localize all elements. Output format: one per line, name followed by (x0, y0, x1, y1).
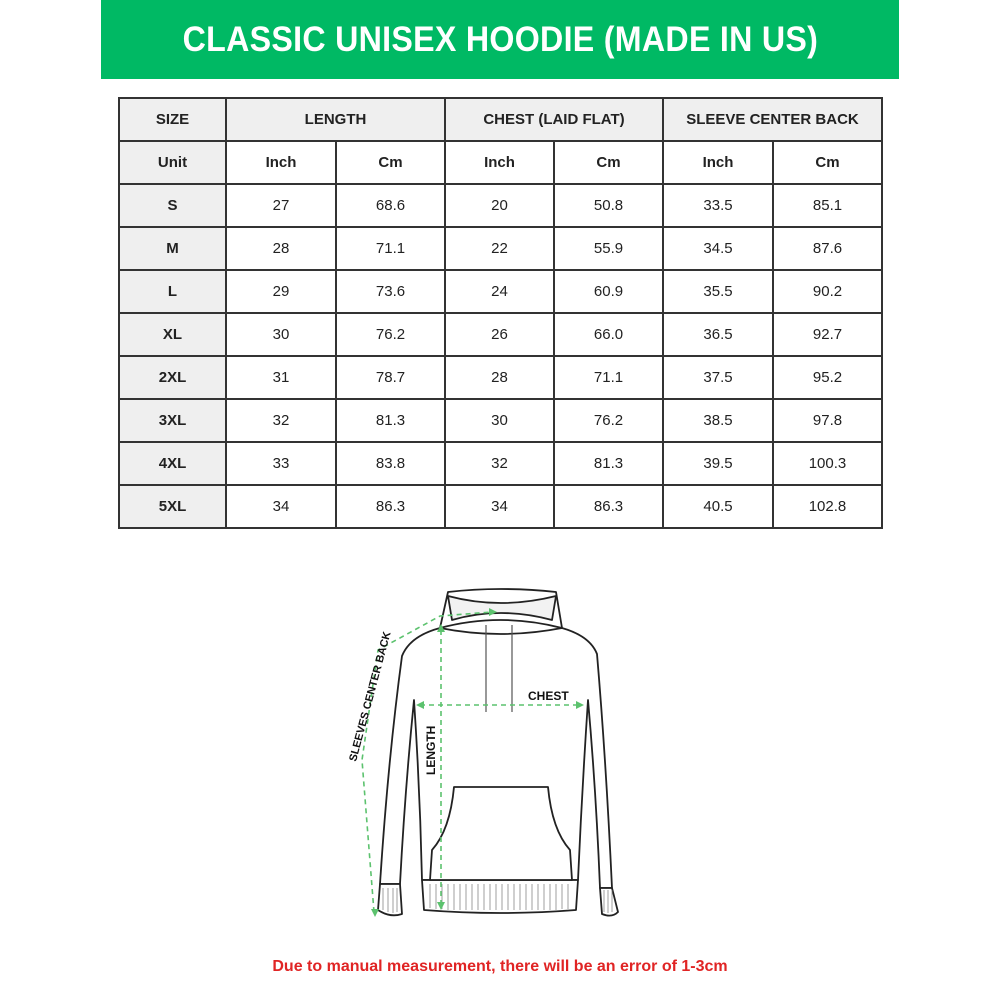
value-cell: 87.6 (772, 226, 883, 271)
title-banner: CLASSIC UNISEX HOODIE (MADE IN US) (101, 0, 899, 79)
length-label: LENGTH (424, 726, 438, 775)
value-cell: 26 (444, 312, 555, 357)
value-cell: 31 (225, 355, 337, 400)
unit-cell: Inch (662, 140, 774, 185)
value-cell: 86.3 (553, 484, 664, 529)
value-cell: 97.8 (772, 398, 883, 443)
value-cell: 95.2 (772, 355, 883, 400)
value-cell: 34.5 (662, 226, 774, 271)
arrowheads (371, 608, 584, 917)
size-row: L 29 73.6 24 60.9 35.5 90.2 (118, 269, 883, 314)
value-cell: 30 (225, 312, 337, 357)
value-cell: 83.8 (335, 441, 446, 486)
hoodie-outline (377, 588, 619, 917)
unit-cell: Cm (772, 140, 883, 185)
header-chest: CHEST (LAID FLAT) (444, 97, 664, 142)
size-row: S 27 68.6 20 50.8 33.5 85.1 (118, 183, 883, 228)
value-cell: 38.5 (662, 398, 774, 443)
value-cell: 71.1 (553, 355, 664, 400)
size-cell: 2XL (118, 355, 227, 400)
value-cell: 30 (444, 398, 555, 443)
size-row: 4XL 33 83.8 32 81.3 39.5 100.3 (118, 441, 883, 486)
unit-row: Unit Inch Cm Inch Cm Inch Cm (118, 140, 883, 185)
size-cell: 3XL (118, 398, 227, 443)
value-cell: 55.9 (553, 226, 664, 271)
value-cell: 78.7 (335, 355, 446, 400)
value-cell: 71.1 (335, 226, 446, 271)
size-cell: XL (118, 312, 227, 357)
value-cell: 32 (225, 398, 337, 443)
size-row: 2XL 31 78.7 28 71.1 37.5 95.2 (118, 355, 883, 400)
value-cell: 39.5 (662, 441, 774, 486)
value-cell: 81.3 (335, 398, 446, 443)
value-cell: 37.5 (662, 355, 774, 400)
size-cell: S (118, 183, 227, 228)
value-cell: 20 (444, 183, 555, 228)
value-cell: 60.9 (553, 269, 664, 314)
value-cell: 76.2 (553, 398, 664, 443)
drawstrings (485, 625, 513, 712)
group-header-row: SIZE LENGTH CHEST (LAID FLAT) SLEEVE CEN… (118, 97, 883, 142)
value-cell: 68.6 (335, 183, 446, 228)
unit-cell: Cm (553, 140, 664, 185)
unit-label: Unit (118, 140, 227, 185)
value-cell: 86.3 (335, 484, 446, 529)
rib-texture (382, 884, 613, 913)
value-cell: 24 (444, 269, 555, 314)
value-cell: 90.2 (772, 269, 883, 314)
unit-cell: Cm (335, 140, 446, 185)
value-cell: 66.0 (553, 312, 664, 357)
value-cell: 27 (225, 183, 337, 228)
value-cell: 36.5 (662, 312, 774, 357)
value-cell: 34 (444, 484, 555, 529)
header-length: LENGTH (225, 97, 446, 142)
value-cell: 76.2 (335, 312, 446, 357)
value-cell: 33.5 (662, 183, 774, 228)
sleeve-label: SLEEVES CENTER BACK (347, 630, 393, 762)
size-row: M 28 71.1 22 55.9 34.5 87.6 (118, 226, 883, 271)
size-row: XL 30 76.2 26 66.0 36.5 92.7 (118, 312, 883, 357)
value-cell: 29 (225, 269, 337, 314)
value-cell: 33 (225, 441, 337, 486)
value-cell: 34 (225, 484, 337, 529)
value-cell: 35.5 (662, 269, 774, 314)
value-cell: 92.7 (772, 312, 883, 357)
size-cell: L (118, 269, 227, 314)
header-size: SIZE (118, 97, 227, 142)
size-cell: 4XL (118, 441, 227, 486)
value-cell: 28 (444, 355, 555, 400)
measure-lines (361, 611, 580, 913)
unit-cell: Inch (225, 140, 337, 185)
header-sleeve: SLEEVE CENTER BACK (662, 97, 883, 142)
page-title: CLASSIC UNISEX HOODIE (MADE IN US) (182, 19, 818, 59)
value-cell: 81.3 (553, 441, 664, 486)
value-cell: 73.6 (335, 269, 446, 314)
value-cell: 28 (225, 226, 337, 271)
value-cell: 50.8 (553, 183, 664, 228)
value-cell: 40.5 (662, 484, 774, 529)
value-cell: 32 (444, 441, 555, 486)
size-table: SIZE LENGTH CHEST (LAID FLAT) SLEEVE CEN… (118, 97, 883, 529)
value-cell: 22 (444, 226, 555, 271)
unit-cell: Inch (444, 140, 555, 185)
size-cell: M (118, 226, 227, 271)
size-cell: 5XL (118, 484, 227, 529)
chest-label: CHEST (528, 689, 569, 703)
value-cell: 85.1 (772, 183, 883, 228)
value-cell: 100.3 (772, 441, 883, 486)
value-cell: 102.8 (772, 484, 883, 529)
size-row: 5XL 34 86.3 34 86.3 40.5 102.8 (118, 484, 883, 529)
size-row: 3XL 32 81.3 30 76.2 38.5 97.8 (118, 398, 883, 443)
measurement-note: Due to manual measurement, there will be… (272, 958, 728, 975)
